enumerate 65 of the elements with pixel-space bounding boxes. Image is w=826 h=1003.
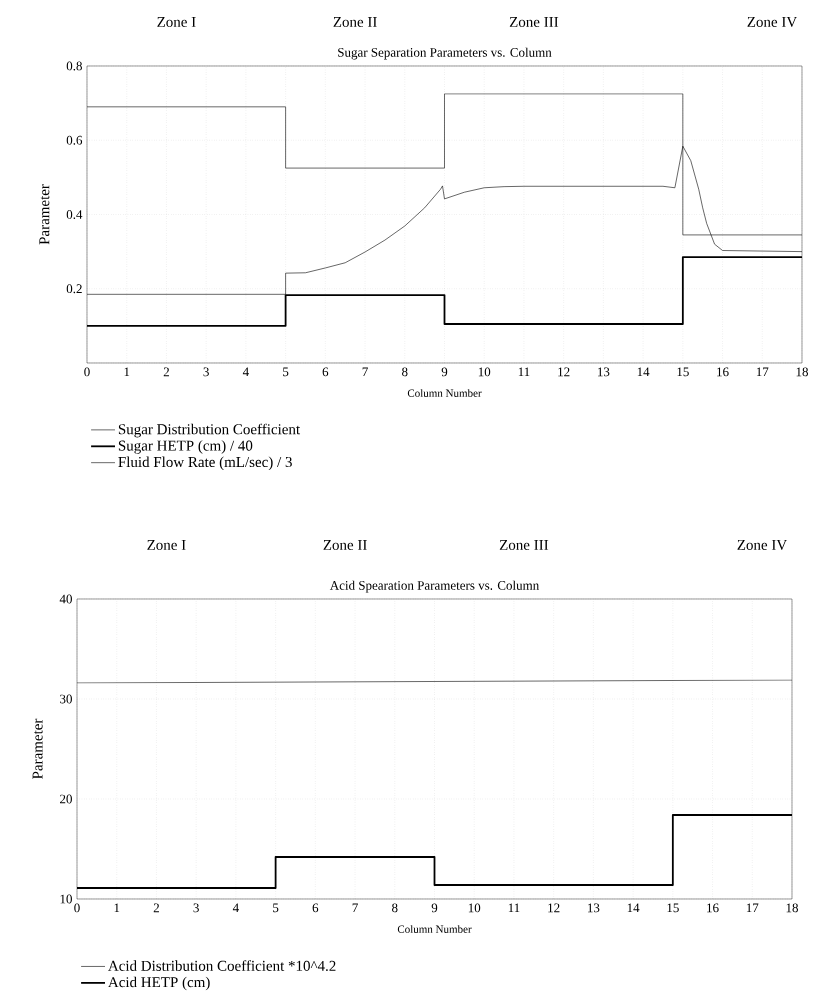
x-tick-label: 18 xyxy=(786,903,798,913)
x-tick-label: 0 xyxy=(84,367,90,377)
x-tick-label: 12 xyxy=(558,367,570,377)
x-tick-label: 14 xyxy=(627,903,640,913)
y-tick-label: 30 xyxy=(60,694,72,704)
x-tick-label: 4 xyxy=(232,903,239,913)
text: Zone IV xyxy=(737,539,788,551)
text: Zone III xyxy=(509,17,559,27)
y-tick-label: 0.8 xyxy=(66,61,82,71)
x-tick-label: 12 xyxy=(548,903,560,913)
chart-title: Sugar Separation Parameters vs. Column xyxy=(338,47,552,60)
x-tick-label: 2 xyxy=(153,903,159,913)
x-tick-label: 14 xyxy=(637,367,650,377)
x-tick-label: 9 xyxy=(441,367,448,377)
text: Zone III xyxy=(499,540,549,550)
x-axis-title: Column Number xyxy=(407,389,482,397)
y-axis-title: Parameter xyxy=(32,718,43,779)
x-tick-label: 10 xyxy=(478,367,491,377)
x-tick-label: 9 xyxy=(431,903,438,913)
text: Zone I xyxy=(157,17,196,27)
x-tick-label: 13 xyxy=(588,903,600,913)
x-tick-label: 16 xyxy=(707,903,719,913)
x-tick-label: 3 xyxy=(203,367,209,377)
x-tick-label: 6 xyxy=(312,903,319,913)
text: Zone II xyxy=(323,540,367,550)
x-tick-label: 6 xyxy=(322,367,329,377)
legend-label: Sugar HETP (cm) / 40 xyxy=(118,440,253,454)
text: Zone I xyxy=(147,540,186,550)
x-tick-label: 15 xyxy=(677,367,689,377)
x-tick-label: 11 xyxy=(518,367,530,377)
x-tick-label: 18 xyxy=(796,367,808,377)
x-tick-label: 7 xyxy=(362,367,368,377)
x-tick-label: 8 xyxy=(402,367,408,377)
x-tick-label: 5 xyxy=(273,903,279,913)
x-tick-label: 13 xyxy=(598,367,610,377)
y-axis-title: Parameter xyxy=(39,184,50,245)
legend-label: Acid Distribution Coefficient *10^4.2 xyxy=(108,960,336,971)
legend-label: Acid HETP (cm) xyxy=(108,976,210,991)
x-tick-label: 1 xyxy=(124,367,130,377)
x-tick-label: 8 xyxy=(392,903,398,913)
y-tick-label: 10 xyxy=(60,894,72,904)
y-tick-label: 0.6 xyxy=(66,135,83,145)
y-tick-label: 20 xyxy=(60,794,72,804)
x-tick-label: 10 xyxy=(468,903,481,913)
y-tick-label: 40 xyxy=(59,594,72,604)
x-axis-title: Column Number xyxy=(397,925,472,933)
y-tick-label: 0.2 xyxy=(66,284,82,294)
x-tick-label: 3 xyxy=(193,903,199,913)
x-tick-label: 0 xyxy=(74,903,80,913)
x-tick-label: 4 xyxy=(242,367,249,377)
text: Zone II xyxy=(333,17,377,27)
x-tick-label: 17 xyxy=(756,367,769,377)
x-tick-label: 11 xyxy=(508,903,520,913)
x-tick-label: 2 xyxy=(163,367,169,377)
x-tick-label: 15 xyxy=(667,903,679,913)
x-tick-label: 17 xyxy=(746,903,759,913)
x-tick-label: 16 xyxy=(717,367,729,377)
x-tick-label: 7 xyxy=(352,903,358,913)
text: Zone IV xyxy=(747,16,798,28)
x-tick-label: 1 xyxy=(114,903,120,913)
x-tick-label: 5 xyxy=(283,367,289,377)
chart-title: Acid Spearation Parameters vs. Column xyxy=(329,580,540,593)
legend-label: Fluid Flow Rate (mL/sec) / 3 xyxy=(118,456,292,471)
y-tick-label: 0.4 xyxy=(66,210,83,219)
legend-label: Sugar Distribution Coefficient xyxy=(118,423,301,438)
